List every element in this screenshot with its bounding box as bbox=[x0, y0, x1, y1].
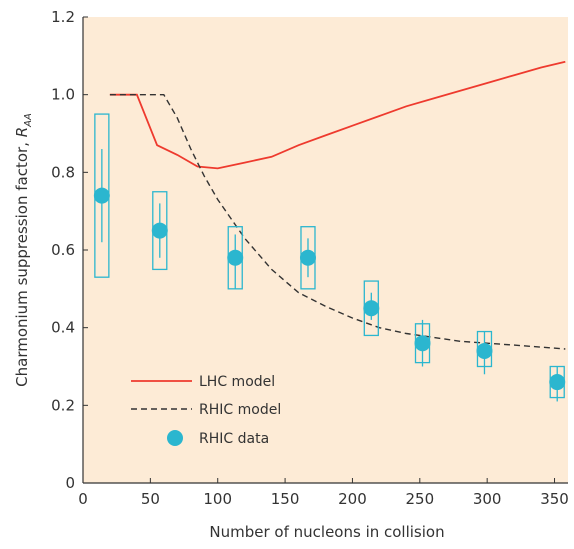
x-tick-label: 150 bbox=[271, 490, 300, 508]
rhic-data-point bbox=[227, 226, 244, 290]
rhic-data-point bbox=[363, 280, 380, 337]
rhic-data-point bbox=[299, 226, 316, 290]
y-axis-label-symbol: R bbox=[13, 127, 31, 137]
y-tick-label: 1.2 bbox=[51, 8, 75, 26]
y-tick-label: 0.8 bbox=[51, 163, 75, 181]
legend-label: LHC model bbox=[199, 374, 275, 390]
x-tick-label: 100 bbox=[203, 490, 232, 508]
x-axis-label: Number of nucleons in collision bbox=[209, 523, 444, 541]
y-axis-label-text: Charmonium suppression factor, bbox=[13, 137, 31, 387]
x-tick-label: 300 bbox=[473, 490, 502, 508]
data-marker bbox=[549, 374, 566, 391]
y-axis-label-subscript: AA bbox=[23, 113, 34, 128]
y-tick-label: 0.6 bbox=[51, 241, 75, 259]
data-marker bbox=[151, 222, 168, 239]
x-tick-label: 350 bbox=[540, 490, 569, 508]
legend: LHC model RHIC model RHIC data bbox=[131, 374, 281, 447]
axes bbox=[82, 16, 568, 484]
data-marker bbox=[414, 335, 431, 352]
data-marker bbox=[363, 300, 380, 317]
y-tick-label: 0.2 bbox=[51, 396, 75, 414]
y-tick-label: 1.0 bbox=[51, 86, 75, 104]
rhic-data-point bbox=[151, 191, 168, 271]
x-tick-label: 200 bbox=[338, 490, 367, 508]
x-tick-label: 250 bbox=[405, 490, 434, 508]
data-marker bbox=[93, 187, 110, 204]
tick-labels: 0 50 100 150 200 250 300 350 0 0.2 0.4 0.6 0.8 1.0 1.2 bbox=[51, 8, 569, 508]
y-tick-label: 0 bbox=[65, 474, 75, 492]
legend-label: RHIC data bbox=[199, 431, 269, 447]
rhic-data-point bbox=[414, 319, 431, 367]
legend-label: RHIC model bbox=[199, 402, 281, 418]
x-tick-label: 0 bbox=[78, 490, 88, 508]
lhc-model-line bbox=[109, 60, 566, 170]
data-marker bbox=[227, 249, 244, 266]
x-tick-label: 50 bbox=[141, 490, 160, 508]
data-marker bbox=[476, 342, 493, 359]
y-tick-label: 0.4 bbox=[51, 319, 75, 337]
rhic-model-line bbox=[109, 93, 566, 350]
y-axis-label: Charmonium suppression factor, RAA bbox=[13, 113, 34, 387]
data-marker bbox=[299, 249, 316, 266]
rhic-data-point bbox=[549, 365, 566, 402]
rhic-data-point bbox=[476, 330, 493, 375]
plot-area-background bbox=[83, 17, 568, 483]
legend-swatch-rhic-data bbox=[167, 430, 183, 446]
series-layer bbox=[93, 60, 566, 402]
rhic-data-point bbox=[93, 113, 110, 278]
